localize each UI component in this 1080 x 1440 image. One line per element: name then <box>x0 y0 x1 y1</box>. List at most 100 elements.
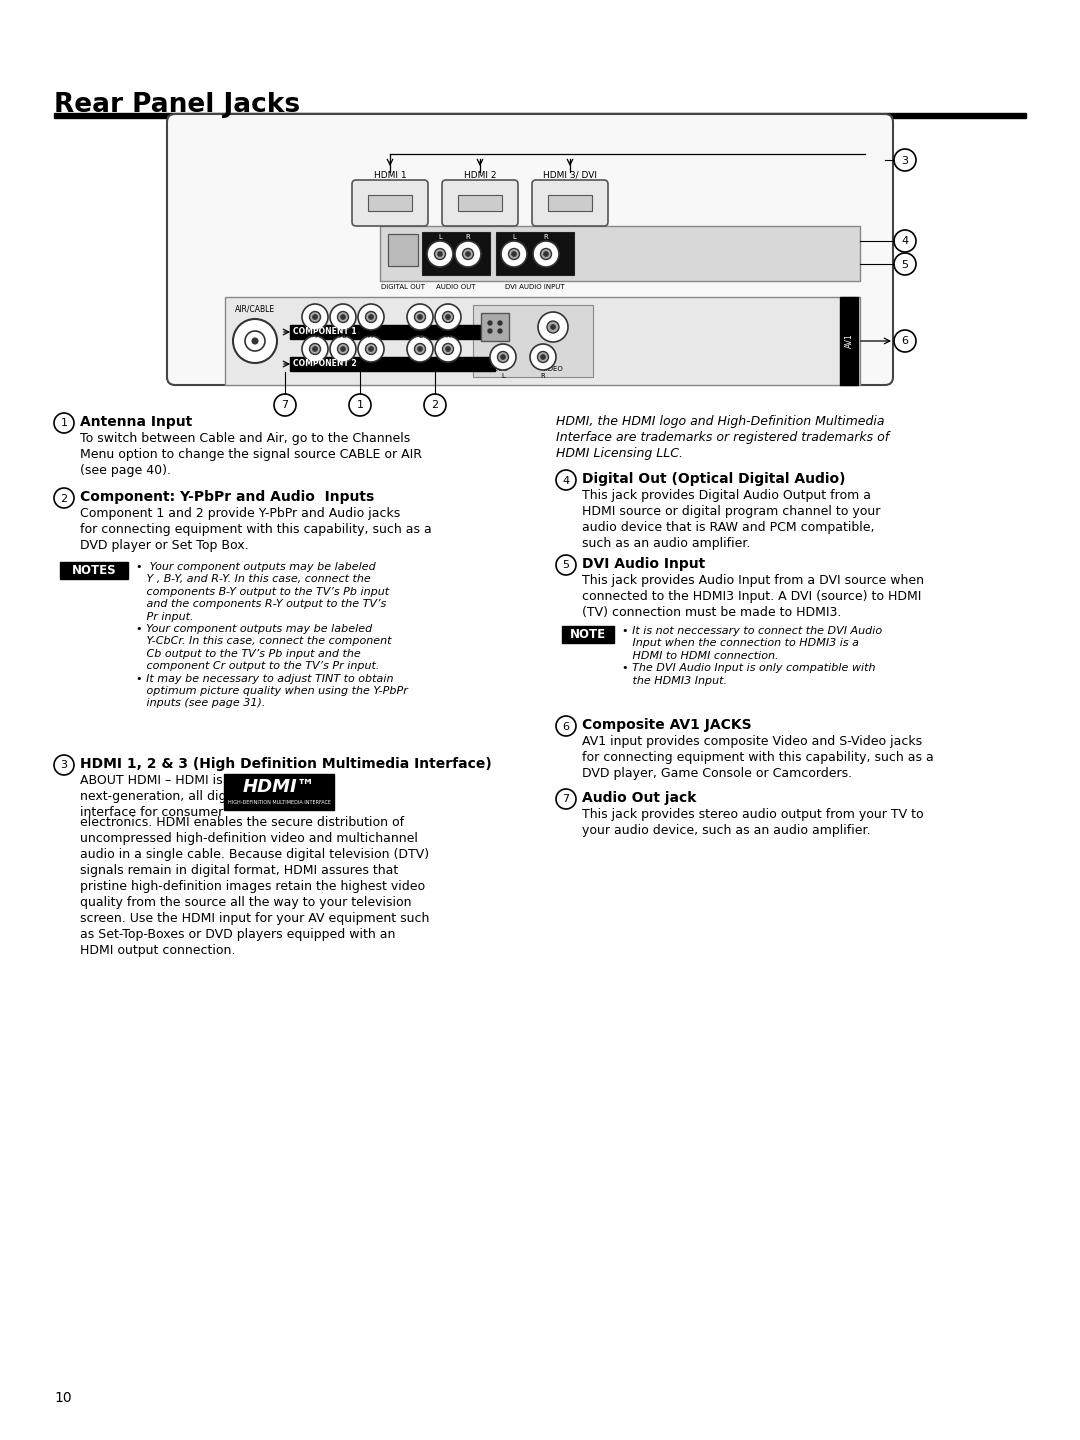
Text: Audio Out jack: Audio Out jack <box>582 791 697 805</box>
Bar <box>481 312 509 341</box>
Circle shape <box>498 321 502 325</box>
Text: HDMI, the HDMI logo and High-Definition Multimedia
Interface are trademarks or r: HDMI, the HDMI logo and High-Definition … <box>556 415 889 459</box>
Circle shape <box>498 328 502 333</box>
Text: 5: 5 <box>902 259 908 269</box>
Text: 2: 2 <box>60 494 68 504</box>
FancyBboxPatch shape <box>352 180 428 226</box>
Circle shape <box>310 311 321 323</box>
Circle shape <box>407 304 433 330</box>
Circle shape <box>543 252 549 256</box>
Text: 6: 6 <box>563 721 569 732</box>
Circle shape <box>312 347 318 351</box>
Circle shape <box>368 314 374 320</box>
FancyBboxPatch shape <box>167 114 893 384</box>
Text: Y: Y <box>313 333 318 338</box>
Text: ABOUT HDMI – HDMI is the
next-generation, all digital
interface for consumer: ABOUT HDMI – HDMI is the next-generation… <box>80 775 247 819</box>
Text: R: R <box>446 364 450 372</box>
Bar <box>225 297 860 384</box>
Circle shape <box>357 304 384 330</box>
Circle shape <box>340 314 346 320</box>
Text: Pb: Pb <box>339 333 348 338</box>
Circle shape <box>365 344 377 354</box>
Circle shape <box>330 304 356 330</box>
Text: 1: 1 <box>356 400 364 410</box>
Circle shape <box>434 249 446 259</box>
Bar <box>291 325 495 338</box>
Text: 3: 3 <box>60 760 67 770</box>
Bar <box>388 233 418 266</box>
Circle shape <box>498 351 509 363</box>
Text: 4: 4 <box>563 475 569 485</box>
Text: L: L <box>512 233 516 240</box>
Text: HDMI 3/ DVI: HDMI 3/ DVI <box>543 171 597 180</box>
Text: Rear Panel Jacks: Rear Panel Jacks <box>54 92 300 118</box>
Text: L: L <box>501 373 505 379</box>
Bar <box>458 194 502 212</box>
Circle shape <box>540 249 552 259</box>
Text: 10: 10 <box>54 1391 71 1405</box>
Bar <box>368 194 411 212</box>
Text: 5: 5 <box>563 560 569 570</box>
Text: 4: 4 <box>902 236 908 246</box>
Text: This jack provides stereo audio output from your TV to
your audio device, such a: This jack provides stereo audio output f… <box>582 808 923 837</box>
Circle shape <box>546 321 559 333</box>
Text: HIGH-DEFINITION MULTIMEDIA INTERFACE: HIGH-DEFINITION MULTIMEDIA INTERFACE <box>228 799 330 805</box>
Text: AIR/CABLE: AIR/CABLE <box>235 305 275 314</box>
Bar <box>380 226 860 281</box>
Circle shape <box>551 324 555 330</box>
Circle shape <box>340 347 346 351</box>
Text: DIGITAL OUT: DIGITAL OUT <box>381 284 426 289</box>
Circle shape <box>443 344 454 354</box>
Text: R: R <box>465 233 471 240</box>
Circle shape <box>488 321 492 325</box>
Text: 1: 1 <box>60 419 67 429</box>
Text: HDMI™: HDMI™ <box>243 778 315 796</box>
Text: NOTE: NOTE <box>570 628 606 641</box>
Text: VIDEO: VIDEO <box>542 366 564 372</box>
Text: 7: 7 <box>563 795 569 805</box>
Text: 3: 3 <box>902 156 908 166</box>
Bar <box>422 232 490 275</box>
Text: electronics. HDMI enables the secure distribution of
uncompressed high-definitio: electronics. HDMI enables the secure dis… <box>80 816 430 958</box>
Text: COMPONENT 1: COMPONENT 1 <box>293 327 356 336</box>
Text: S-VIDEO: S-VIDEO <box>481 366 509 372</box>
Bar <box>562 626 615 644</box>
Circle shape <box>435 336 461 361</box>
Text: 2: 2 <box>431 400 438 410</box>
Bar <box>496 232 573 275</box>
Circle shape <box>509 249 519 259</box>
Text: Pr: Pr <box>367 364 375 372</box>
Circle shape <box>302 336 328 361</box>
Text: Pb: Pb <box>339 364 348 372</box>
Circle shape <box>465 252 471 256</box>
Text: L: L <box>418 333 422 338</box>
Circle shape <box>500 354 505 360</box>
Circle shape <box>446 314 450 320</box>
Bar <box>54 112 1026 118</box>
Bar <box>840 297 858 384</box>
Circle shape <box>427 240 453 266</box>
Text: 6: 6 <box>902 337 908 347</box>
Circle shape <box>418 347 422 351</box>
Text: COMPONENT 2: COMPONENT 2 <box>293 359 356 369</box>
Circle shape <box>415 311 426 323</box>
Circle shape <box>435 304 461 330</box>
Circle shape <box>252 338 258 344</box>
Circle shape <box>233 320 276 363</box>
FancyBboxPatch shape <box>442 180 518 226</box>
Text: Y: Y <box>313 364 318 372</box>
Circle shape <box>330 336 356 361</box>
Text: Pr: Pr <box>367 333 375 338</box>
Circle shape <box>443 311 454 323</box>
Text: This jack provides Audio Input from a DVI source when
connected to the HDMI3 Inp: This jack provides Audio Input from a DV… <box>582 575 924 619</box>
Circle shape <box>337 311 349 323</box>
Text: L: L <box>418 364 422 372</box>
Text: Component: Y-PbPr and Audio  Inputs: Component: Y-PbPr and Audio Inputs <box>80 490 375 504</box>
Text: AV1 input provides composite Video and S-Video jacks
for connecting equipment wi: AV1 input provides composite Video and S… <box>582 734 934 780</box>
Circle shape <box>310 344 321 354</box>
Circle shape <box>490 344 516 370</box>
Text: •  Your component outputs may be labeled
   Y , B-Y, and R-Y. In this case, conn: • Your component outputs may be labeled … <box>136 562 408 708</box>
Text: L: L <box>438 233 442 240</box>
Circle shape <box>538 351 549 363</box>
Circle shape <box>534 240 559 266</box>
